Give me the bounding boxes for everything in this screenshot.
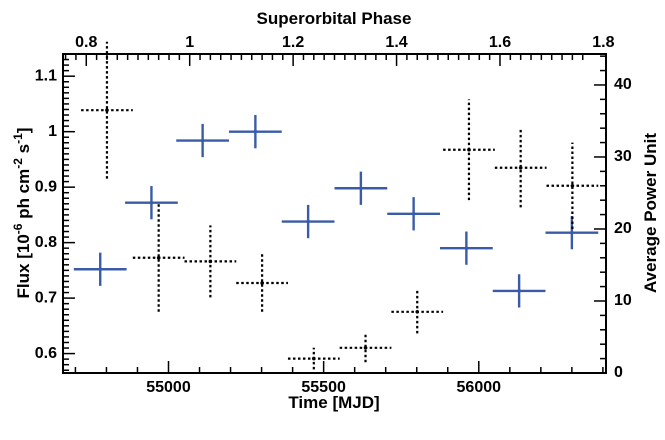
point-marker <box>467 147 471 152</box>
x-tick-label: 55000 <box>146 379 191 396</box>
point-marker <box>363 345 368 350</box>
y-title-part: ph cm <box>14 169 33 224</box>
y-tick-label: 0.8 <box>35 234 57 251</box>
y2-axis-title: Average Power Unit <box>641 133 660 293</box>
data-point <box>229 115 282 149</box>
data-point <box>492 274 546 308</box>
point-marker <box>200 138 205 143</box>
data-point <box>287 347 340 370</box>
data-point <box>132 203 185 312</box>
data-point <box>545 215 599 250</box>
data-point <box>494 128 547 208</box>
x-tick-label: 56000 <box>457 379 502 396</box>
data-point <box>339 333 392 363</box>
y2-tick-label: 30 <box>614 148 632 165</box>
y-axis-title: Flux [10-6 ph cm-2 s-1] <box>11 128 33 299</box>
x2-tick-label: 0.8 <box>75 34 97 51</box>
data-point <box>546 142 599 229</box>
x2-tick-label: 1.8 <box>592 34 614 51</box>
point-marker <box>105 108 109 112</box>
y2-tick-label: 20 <box>614 220 632 237</box>
y2-tick-label: 10 <box>614 292 632 309</box>
point-marker <box>253 129 258 134</box>
x2-tick-label: 1.6 <box>489 34 511 51</box>
x2-tick-label: 1.4 <box>385 34 407 51</box>
point-marker <box>570 230 574 235</box>
point-marker <box>411 211 416 216</box>
point-marker <box>312 356 316 361</box>
point-marker <box>260 281 264 285</box>
point-marker <box>518 165 523 170</box>
data-point <box>281 204 335 239</box>
point-marker <box>517 289 521 293</box>
data-point <box>73 252 127 286</box>
point-marker <box>464 246 469 250</box>
x2-tick-label: 1 <box>185 34 194 51</box>
y-title-part: ] <box>14 128 33 134</box>
data-point <box>176 123 230 158</box>
x2-tick-label: 1.2 <box>282 34 304 51</box>
data-point <box>81 41 133 179</box>
ticks: 55000 55500 56000 0.8 1 1.2 1.4 1.6 1.8 0.6 0.7 0.8… <box>35 34 632 396</box>
data-point <box>184 225 237 298</box>
point-marker <box>359 186 363 191</box>
point-marker <box>98 267 103 272</box>
data-point <box>334 171 388 205</box>
y-tick-label: 1 <box>48 123 57 140</box>
y2-tick-label: 0 <box>614 364 623 381</box>
y-tick-label: 1.1 <box>35 67 57 84</box>
y-title-part: s <box>14 144 33 158</box>
data-point <box>125 186 178 220</box>
point-marker <box>156 255 161 260</box>
x-axis-title: Time [MJD] <box>288 393 379 412</box>
data-point <box>443 99 495 201</box>
y-title-sup: -2 <box>11 158 25 169</box>
y-tick-label: 0.9 <box>35 178 57 195</box>
plot-frame <box>62 53 607 374</box>
y-tick-label: 0.7 <box>35 289 57 306</box>
data-point <box>439 231 493 265</box>
data-point <box>236 254 288 312</box>
point-marker <box>306 219 310 224</box>
point-marker <box>149 200 154 205</box>
x-tick-label: 55500 <box>301 379 346 396</box>
data-point <box>391 290 444 334</box>
y2-tick-label: 40 <box>614 76 632 93</box>
y-title-part: Flux [10 <box>14 234 33 298</box>
y-title-sup: -1 <box>11 133 25 144</box>
data-point <box>387 197 440 231</box>
data-marks <box>73 41 599 370</box>
x2-axis-title: Superorbital Phase <box>257 9 412 28</box>
y-title-sup: -6 <box>11 223 25 234</box>
point-marker <box>570 183 575 188</box>
y-tick-label: 0.6 <box>35 345 57 362</box>
point-marker <box>415 309 420 314</box>
point-marker <box>208 259 213 264</box>
